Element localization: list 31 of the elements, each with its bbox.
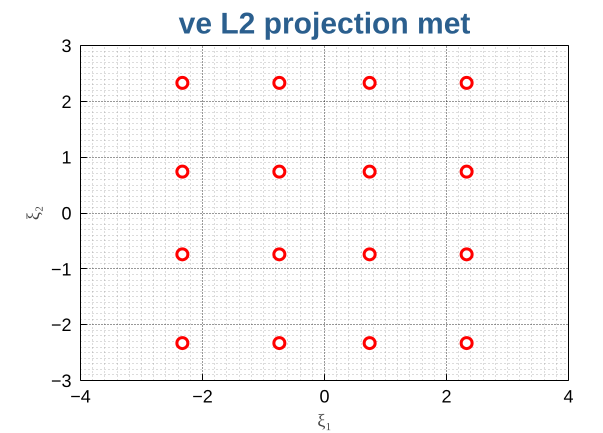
point [175, 76, 190, 90]
y-tick-label: 0 [61, 204, 72, 224]
point [272, 247, 286, 262]
y-tick-label: 1 [61, 148, 72, 168]
point [460, 76, 474, 90]
point [460, 336, 474, 350]
point [362, 164, 377, 179]
point [362, 247, 377, 262]
y-tick-label: 3 [61, 36, 72, 56]
x-axis-title: ξ₁ [317, 410, 332, 430]
x-tick-label: −4 [70, 386, 91, 406]
point [175, 336, 190, 350]
point [362, 336, 377, 350]
x-tick-label: 4 [563, 386, 574, 406]
point [460, 164, 474, 179]
point [175, 164, 190, 179]
point [362, 76, 377, 90]
x-tick-label: 0 [319, 386, 330, 406]
point [272, 76, 286, 90]
y-tick-label: −1 [50, 259, 72, 280]
chart-title: ve L2 projection met [178, 8, 470, 40]
x-tick-label: 2 [441, 386, 452, 406]
point [175, 247, 190, 262]
y-axis-title: ξ₂ [22, 206, 43, 220]
x-tick-label: −2 [192, 386, 213, 406]
point [460, 247, 474, 262]
point [272, 164, 286, 179]
y-tick-label: 2 [61, 92, 72, 112]
y-tick-label: −2 [50, 315, 72, 336]
point [272, 336, 286, 350]
y-tick-label: −3 [50, 371, 72, 391]
